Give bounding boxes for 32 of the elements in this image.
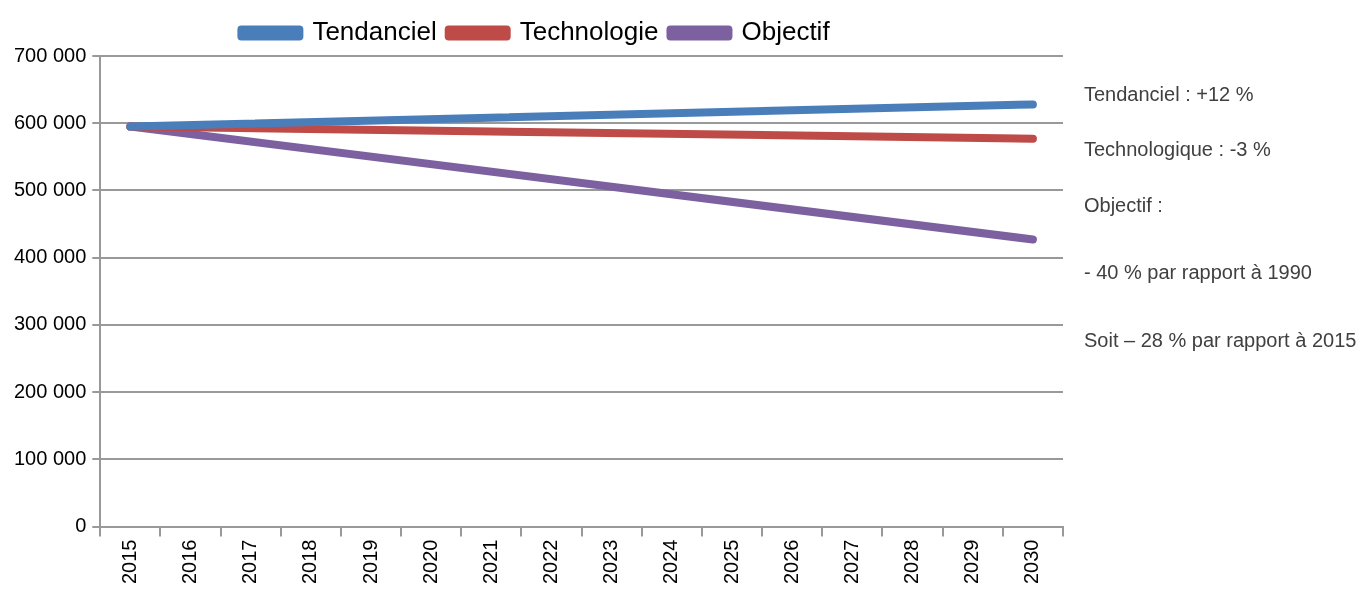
legend-label: Tendanciel [312, 16, 437, 47]
x-tick-label: 2027 [839, 539, 862, 585]
x-tick-label: 2023 [599, 539, 622, 585]
x-tick-label: 2025 [719, 539, 742, 585]
x-tick-label: 2019 [358, 539, 381, 585]
y-tick-label: 400 000 [14, 245, 87, 268]
y-tick-label: 300 000 [14, 312, 87, 335]
y-tick-label: 0 [75, 514, 87, 537]
x-tick-label: 2015 [117, 539, 140, 585]
x-tick-label: 2018 [298, 539, 321, 585]
x-tick-label: 2022 [539, 539, 562, 585]
x-tick-label: 2021 [478, 539, 501, 585]
x-tick-label: 2030 [1020, 539, 1043, 585]
text: Tendanciel : +12 % [1084, 82, 1254, 105]
x-tick-label: 2028 [900, 539, 923, 585]
text: - 40 % par rapport à 1990 [1084, 260, 1312, 283]
legend-label: Objectif [741, 16, 831, 47]
x-tick-label: 2020 [418, 539, 441, 585]
x-tick-label: 2016 [178, 539, 201, 585]
text: Objectif : [1084, 193, 1163, 216]
x-tick-label: 2024 [659, 539, 682, 585]
x-tick-label: 2026 [779, 539, 802, 585]
text: Technologique : -3 % [1084, 137, 1271, 160]
y-tick-label: 200 000 [14, 379, 87, 402]
legend-label: Technologie [519, 16, 659, 47]
text: Soit – 28 % par rapport à 2015 [1084, 328, 1357, 351]
x-tick-label: 2029 [960, 539, 983, 585]
y-tick-label: 700 000 [14, 43, 87, 66]
x-tick-label: 2017 [238, 539, 261, 585]
y-tick-label: 600 000 [14, 110, 87, 133]
y-tick-label: 100 000 [14, 446, 87, 469]
y-tick-label: 500 000 [14, 177, 87, 200]
